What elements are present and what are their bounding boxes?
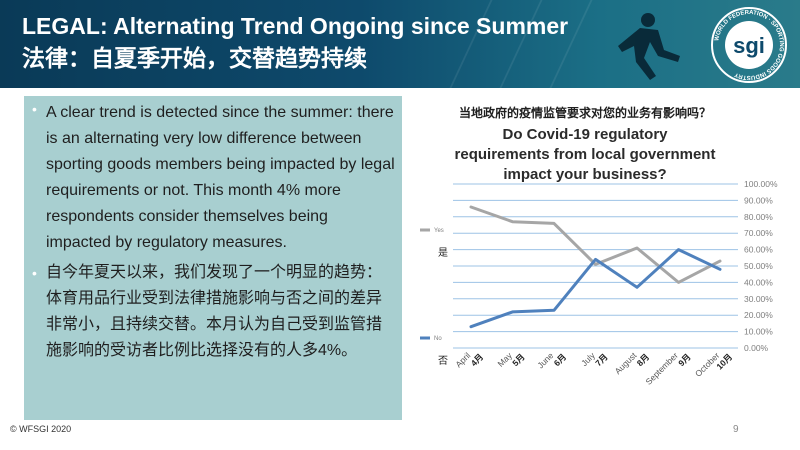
svg-text:sgi: sgi (733, 33, 765, 58)
runner-silhouette-icon (618, 13, 680, 80)
bullet-chinese: 自今年夏天以来，我们发现了一个明显的趋势：体育用品行业受到法律措施影响与否之间的… (32, 260, 396, 364)
y-tick-label: 80.00% (744, 212, 773, 222)
y-axis: 0.00% 10.00% 20.00% 30.00% 40.00% 50.00% 60.00… (744, 179, 778, 353)
summary-textbox: A clear trend is detected since the summ… (24, 96, 402, 420)
legend-label-yes: Yes (434, 228, 444, 234)
y-tick-label: 60.00% (744, 245, 773, 255)
chart-title-english: Do Covid-19 regulatory requirements from … (455, 126, 716, 183)
y-tick-label: 100.00% (744, 179, 778, 189)
sgi-logo: sgi WORLD FEDERATION · SPORTING GOODS IN… (711, 7, 787, 83)
bullet-english: A clear trend is detected since the summ… (32, 96, 396, 256)
page-number: 9 (733, 424, 739, 435)
line-chart: 当地政府的疫情监管要求对您的业务有影响吗？ Do Covid-19 regula… (420, 105, 778, 387)
header-banner: LEGAL: Alternating Trend Ongoing since S… (0, 0, 800, 88)
x-tick-label-en: August (613, 350, 639, 376)
series-lines (469, 205, 722, 329)
x-tick-label-zh: 8月 (635, 352, 651, 368)
y-tick-label: 10.00% (744, 327, 773, 337)
legend-label-no: No (434, 336, 442, 342)
x-tick-label-en: September (643, 350, 680, 387)
page-title: LEGAL: Alternating Trend Ongoing since S… (22, 13, 569, 39)
series-line-no (469, 248, 722, 329)
series-line-yes (469, 205, 722, 284)
y-tick-label: 20.00% (744, 310, 773, 320)
chart-title-chinese: 当地政府的疫情监管要求对您的业务有影响吗？ (459, 105, 711, 120)
x-tick-label-zh: 9月 (676, 352, 692, 368)
legend-label-zh-yes: 是 (438, 247, 448, 259)
y-tick-label: 30.00% (744, 294, 773, 304)
page-title-chinese: 法律：自夏季开始，交替趋势持续 (22, 45, 367, 71)
y-tick-label: 70.00% (744, 228, 773, 238)
gridlines (453, 183, 738, 349)
legend: Yes 是 No 否 (420, 228, 448, 367)
y-tick-label: 90.00% (744, 195, 773, 205)
legend-label-zh-no: 否 (438, 355, 448, 367)
x-tick-label-zh: 5月 (510, 352, 526, 368)
x-tick-label-zh: 6月 (552, 352, 568, 368)
x-tick-label-zh: 4月 (469, 352, 485, 368)
y-tick-label: 0.00% (744, 343, 769, 353)
copyright: © WFSGI 2020 (10, 424, 72, 434)
x-tick-label-zh: 7月 (593, 352, 609, 368)
y-tick-label: 50.00% (744, 261, 773, 271)
y-tick-label: 40.00% (744, 277, 773, 287)
